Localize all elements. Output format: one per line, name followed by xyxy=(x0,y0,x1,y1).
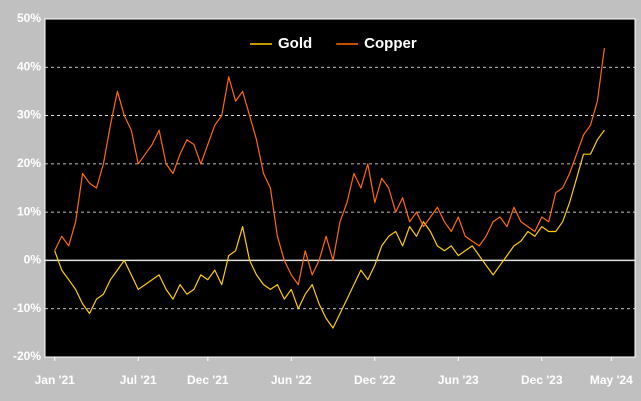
plot-area xyxy=(44,18,636,358)
legend-label: Gold xyxy=(278,35,312,52)
x-tick-label: Jun '23 xyxy=(438,373,479,387)
x-tick-label: Dec '22 xyxy=(354,373,396,387)
x-tick-label: Dec '23 xyxy=(521,373,563,387)
x-tick-label: Dec '21 xyxy=(187,373,229,387)
x-tick-label: Jun '22 xyxy=(271,373,312,387)
y-tick-label: 50% xyxy=(17,11,41,25)
series-line xyxy=(54,47,605,286)
y-tick-label: 10% xyxy=(17,204,41,218)
x-tick-label: Jul '21 xyxy=(120,373,157,387)
x-tick-label: May '24 xyxy=(590,373,633,387)
y-tick-label: -20% xyxy=(13,349,41,363)
x-tick-label: Jan '21 xyxy=(35,373,76,387)
legend-label: Copper xyxy=(364,35,417,52)
y-tick-label: 0% xyxy=(24,253,42,267)
series-line xyxy=(54,129,605,329)
y-tick-label: 30% xyxy=(17,108,41,122)
y-tick-label: 40% xyxy=(17,59,41,73)
y-tick-label: 20% xyxy=(17,156,41,170)
y-tick-label: -10% xyxy=(13,301,41,315)
